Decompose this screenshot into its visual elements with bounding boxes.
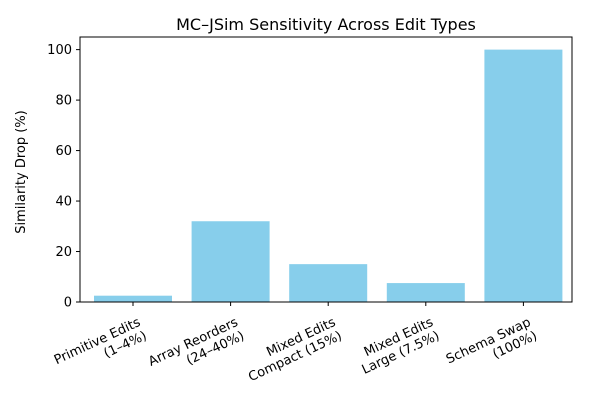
- y-tick-label: 100: [47, 43, 72, 58]
- x-tick-label: Primitive Edits(1–4%): [52, 315, 149, 368]
- y-axis: 0 20 40 60 80 100: [47, 43, 80, 311]
- plot-frame: [79, 36, 573, 303]
- y-tick-label: 0: [64, 296, 72, 311]
- bar: [484, 49, 563, 302]
- bar: [386, 283, 465, 302]
- y-tick-label: 20: [55, 245, 72, 260]
- x-axis: Primitive Edits(1–4%)Array Reorders(24–4…: [52, 302, 540, 385]
- y-tick-label: 40: [55, 195, 72, 210]
- bar: [191, 221, 270, 302]
- bars-group: [94, 49, 563, 302]
- bar: [289, 264, 368, 302]
- x-tick-label: Array Reorders(24–40%): [146, 315, 247, 370]
- chart-title: MC–JSim Sensitivity Across Edit Types: [176, 15, 476, 34]
- y-axis-label: Similarity Drop (%): [14, 110, 29, 234]
- x-tick-label: Schema Swap(100%): [444, 315, 540, 367]
- y-tick-label: 60: [55, 144, 72, 159]
- y-tick-label: 80: [55, 94, 72, 109]
- bar: [94, 295, 172, 302]
